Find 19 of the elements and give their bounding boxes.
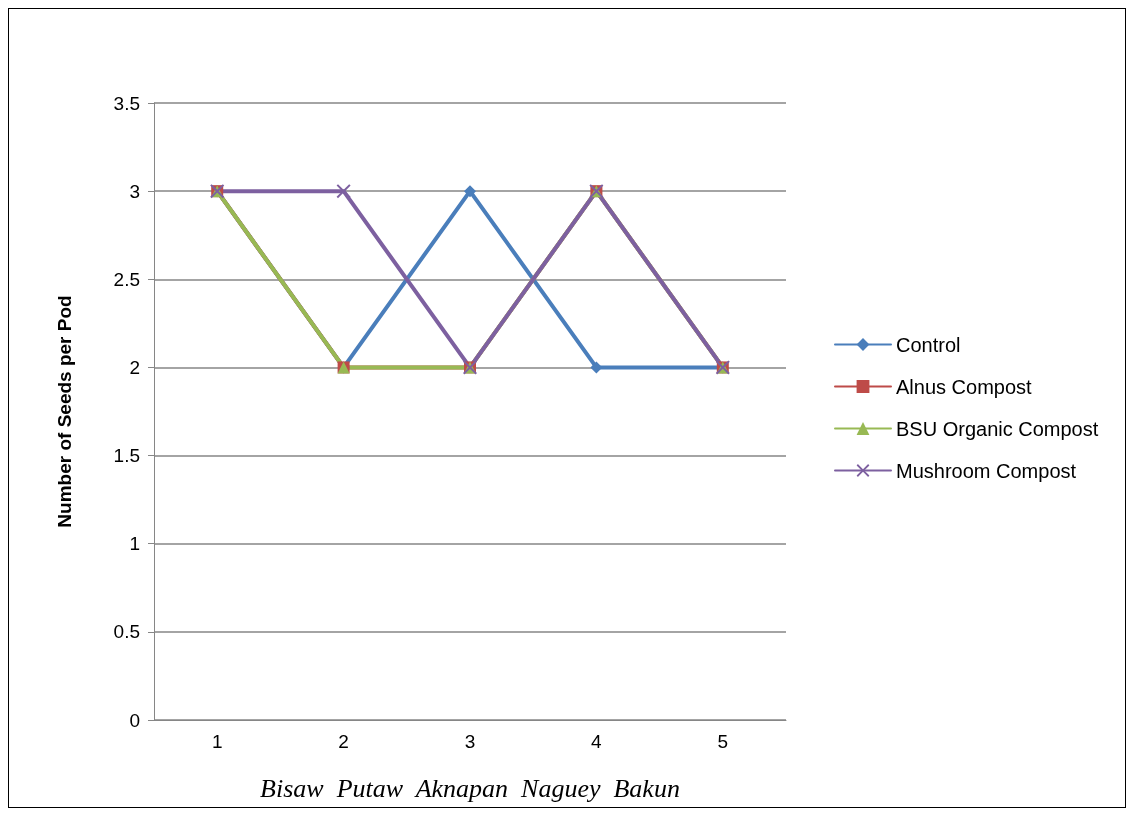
x-tick-label: 5: [717, 731, 729, 752]
legend-label: Control: [896, 333, 961, 356]
y-tick-label: 1: [129, 533, 140, 555]
y-tick-label: 2: [129, 356, 140, 378]
y-tick-label: 3: [129, 180, 140, 202]
y-tick-label: 0: [129, 709, 140, 731]
y-tick-label: 1.5: [113, 445, 140, 467]
y-tick-label: 3.5: [113, 92, 140, 114]
x-axis-title: Bisaw Putaw Aknapan Naguey Bakun: [260, 773, 680, 803]
y-axis-title: Number of Seeds per Pod: [54, 295, 75, 528]
legend-label: BSU Organic Compost: [896, 417, 1099, 440]
y-tick-label: 0.5: [113, 621, 140, 643]
y-tick-label: 2.5: [113, 268, 140, 290]
legend-label: Alnus Compost: [896, 375, 1033, 398]
x-tick-label: 4: [591, 731, 603, 752]
x-tick-label: 3: [464, 731, 476, 752]
x-tick-label: 2: [338, 731, 349, 752]
legend-label: Mushroom Compost: [896, 459, 1077, 482]
x-tick-label: 1: [211, 731, 223, 752]
